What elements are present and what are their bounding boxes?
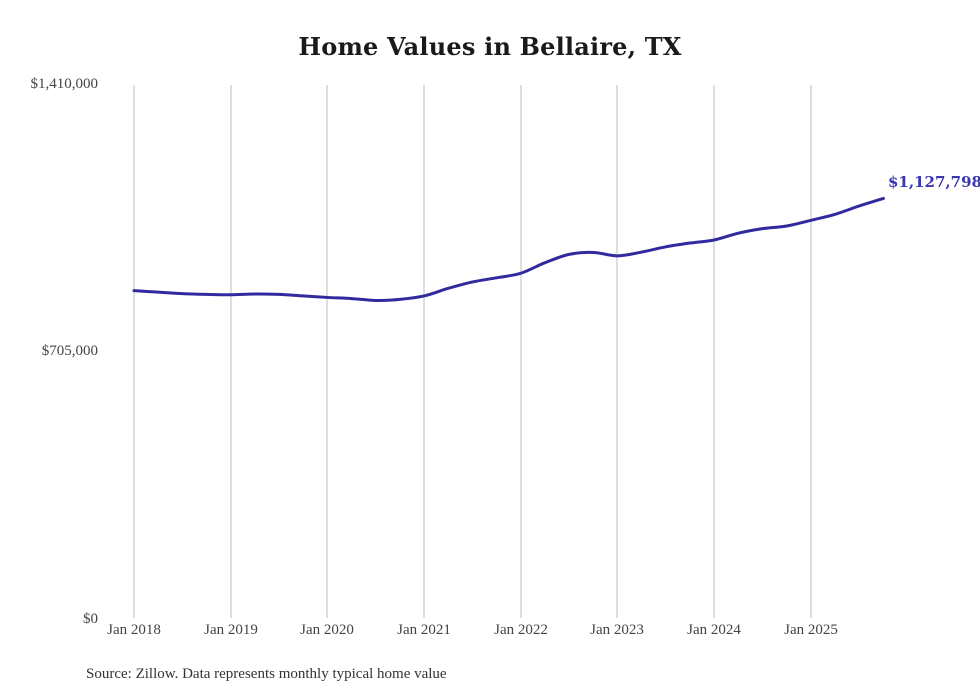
x-tick-label-1: Jan 2019 [204,622,258,638]
x-tick-label-3: Jan 2021 [397,622,451,638]
y-tick-label-min: $0 [83,611,98,627]
x-tick-label-4: Jan 2022 [494,622,548,638]
plot-area [105,85,895,620]
x-tick-label-0: Jan 2018 [107,622,161,638]
x-tick-label-5: Jan 2023 [590,622,644,638]
end-value-annotation: $1,127,798 [888,173,980,191]
x-tick-label-6: Jan 2024 [687,622,741,638]
x-axis: Jan 2018 Jan 2019 Jan 2020 Jan 2021 Jan … [0,622,980,648]
chart-svg [132,85,885,618]
page-title: Home Values in Bellaire, TX [298,32,682,61]
series-home-values [132,196,885,302]
y-tick-label-mid: $705,000 [41,343,98,359]
gridlines [133,85,812,618]
y-tick-label-max: $1,410,000 [30,76,99,92]
x-tick-label-7: Jan 2025 [784,622,838,638]
x-tick-label-2: Jan 2020 [300,622,354,638]
source-note: Source: Zillow. Data represents monthly … [86,666,447,682]
y-axis: $1,410,000 $705,000 $0 [0,0,99,699]
